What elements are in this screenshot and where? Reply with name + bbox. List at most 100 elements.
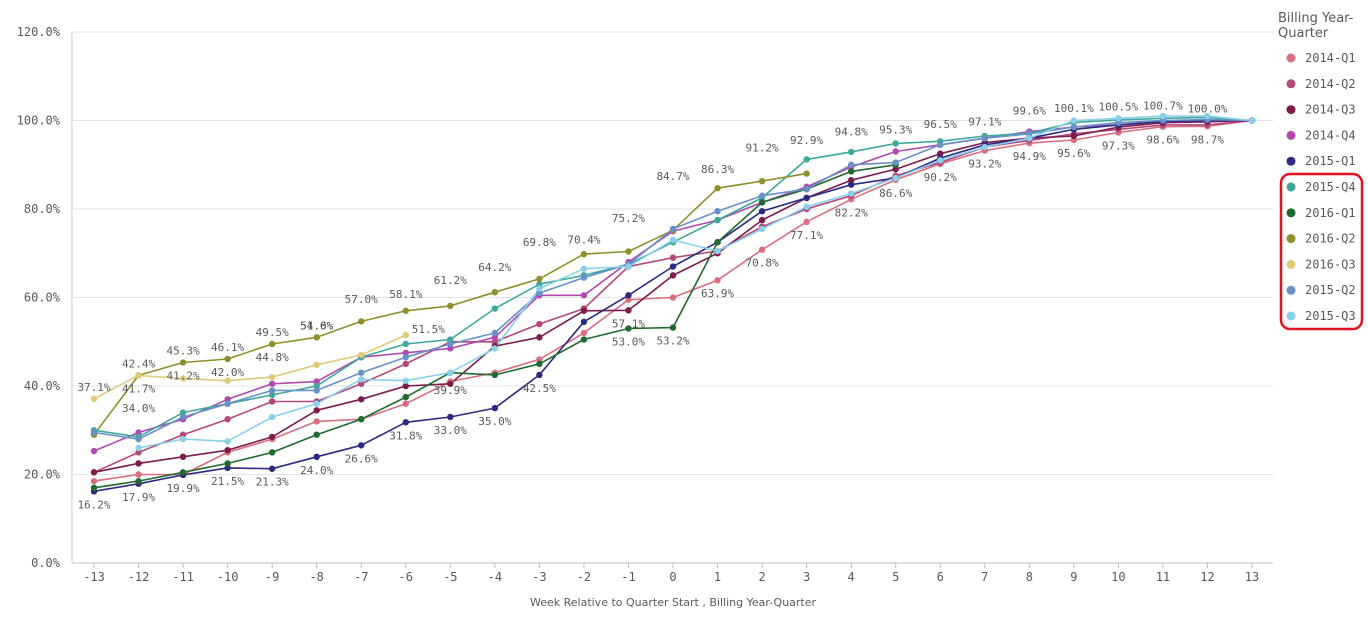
data-point-2014-Q2[interactable] xyxy=(179,431,187,438)
data-point-2014-Q2[interactable] xyxy=(402,360,409,368)
data-point-2016-Q2[interactable] xyxy=(402,307,409,314)
data-point-2014-Q4[interactable] xyxy=(313,378,320,385)
legend-item-2014-Q1[interactable]: 2014-Q1 xyxy=(1305,51,1356,65)
data-point-2015-Q2[interactable] xyxy=(135,435,142,443)
data-point-2015-Q2[interactable] xyxy=(90,429,98,436)
data-point-2015-Q2[interactable] xyxy=(580,274,588,281)
data-point-2014-Q3[interactable] xyxy=(268,433,276,441)
data-point-2016-Q1[interactable] xyxy=(358,415,365,423)
data-point-2015-Q2[interactable] xyxy=(1070,123,1078,131)
data-point-2014-Q3[interactable] xyxy=(447,380,454,387)
data-point-2014-Q1[interactable] xyxy=(714,277,721,284)
data-point-2015-Q1[interactable] xyxy=(268,465,276,472)
data-point-2015-Q4[interactable] xyxy=(447,336,454,343)
legend-item-2014-Q3[interactable]: 2014-Q3 xyxy=(1305,103,1356,117)
data-point-2014-Q1[interactable] xyxy=(536,356,543,363)
data-point-2015-Q1[interactable] xyxy=(847,181,855,188)
data-point-2016-Q3[interactable] xyxy=(268,373,276,381)
data-point-2014-Q2[interactable] xyxy=(669,254,677,261)
data-point-2015-Q1[interactable] xyxy=(625,292,632,299)
data-point-2014-Q3[interactable] xyxy=(358,396,365,403)
data-point-2016-Q2[interactable] xyxy=(358,318,365,325)
data-point-2015-Q3[interactable] xyxy=(536,285,543,292)
data-point-2015-Q3[interactable] xyxy=(981,143,988,151)
data-point-2016-Q1[interactable] xyxy=(536,360,543,368)
legend-item-2014-Q2[interactable]: 2014-Q2 xyxy=(1305,77,1356,91)
data-point-2015-Q1[interactable] xyxy=(669,263,677,270)
data-point-2015-Q3[interactable] xyxy=(892,174,899,182)
data-point-2015-Q3[interactable] xyxy=(1115,115,1122,122)
data-point-2015-Q4[interactable] xyxy=(847,148,855,156)
data-point-2016-Q2[interactable] xyxy=(447,302,454,310)
data-point-2016-Q3[interactable] xyxy=(313,361,320,368)
legend-item-2015-Q3[interactable]: 2015-Q3 xyxy=(1305,309,1356,323)
data-point-2016-Q1[interactable] xyxy=(135,477,142,485)
data-point-2014-Q2[interactable] xyxy=(358,380,365,387)
data-point-2016-Q3[interactable] xyxy=(402,331,409,339)
data-point-2015-Q4[interactable] xyxy=(803,156,810,163)
data-point-2014-Q2[interactable] xyxy=(268,398,276,405)
data-point-2015-Q4[interactable] xyxy=(179,409,187,416)
data-point-2015-Q4[interactable] xyxy=(892,140,899,147)
data-point-2016-Q1[interactable] xyxy=(224,460,231,467)
data-point-2014-Q3[interactable] xyxy=(90,469,98,476)
data-point-2014-Q3[interactable] xyxy=(625,307,632,314)
data-point-2014-Q4[interactable] xyxy=(402,349,409,357)
legend-item-2015-Q1[interactable]: 2015-Q1 xyxy=(1305,154,1356,168)
data-point-2016-Q2[interactable] xyxy=(224,355,231,363)
data-point-2016-Q1[interactable] xyxy=(847,168,855,175)
legend-item-2016-Q2[interactable]: 2016-Q2 xyxy=(1305,232,1356,246)
data-point-2014-Q1[interactable] xyxy=(402,400,409,407)
data-point-2014-Q4[interactable] xyxy=(224,396,231,403)
data-point-2016-Q2[interactable] xyxy=(313,334,320,341)
data-point-2015-Q3[interactable] xyxy=(803,203,810,210)
legend-item-2014-Q4[interactable]: 2014-Q4 xyxy=(1305,128,1356,142)
data-point-2015-Q1[interactable] xyxy=(447,413,454,421)
data-point-2015-Q4[interactable] xyxy=(402,340,409,348)
data-point-2015-Q2[interactable] xyxy=(402,354,409,361)
data-point-2016-Q1[interactable] xyxy=(714,238,721,246)
data-point-2016-Q1[interactable] xyxy=(491,371,499,379)
data-point-2015-Q2[interactable] xyxy=(224,400,231,407)
data-point-2015-Q2[interactable] xyxy=(1026,130,1033,137)
data-point-2014-Q3[interactable] xyxy=(135,460,142,467)
data-point-2015-Q2[interactable] xyxy=(1159,117,1167,124)
data-point-2015-Q3[interactable] xyxy=(937,157,944,164)
data-point-2015-Q1[interactable] xyxy=(580,318,588,326)
data-point-2016-Q3[interactable] xyxy=(179,375,187,382)
data-point-2015-Q1[interactable] xyxy=(491,404,499,412)
data-point-2015-Q1[interactable] xyxy=(803,194,810,202)
data-point-2016-Q1[interactable] xyxy=(625,325,632,332)
data-point-2016-Q3[interactable] xyxy=(135,372,142,379)
data-point-2014-Q3[interactable] xyxy=(536,334,543,341)
legend-item-2015-Q2[interactable]: 2015-Q2 xyxy=(1305,283,1356,297)
data-point-2016-Q2[interactable] xyxy=(491,288,499,296)
data-point-2014-Q2[interactable] xyxy=(536,320,543,328)
data-point-2014-Q3[interactable] xyxy=(580,307,588,314)
data-point-2016-Q2[interactable] xyxy=(803,170,810,177)
data-point-2014-Q3[interactable] xyxy=(892,165,899,173)
legend-item-2016-Q1[interactable]: 2016-Q1 xyxy=(1305,206,1356,220)
data-point-2015-Q2[interactable] xyxy=(179,413,187,421)
data-point-2014-Q1[interactable] xyxy=(669,294,677,301)
data-point-2015-Q2[interactable] xyxy=(447,340,454,348)
data-point-2015-Q3[interactable] xyxy=(358,376,365,383)
data-point-2015-Q1[interactable] xyxy=(358,442,365,449)
data-point-2014-Q1[interactable] xyxy=(803,218,810,226)
data-point-2014-Q3[interactable] xyxy=(1070,132,1078,140)
data-point-2015-Q2[interactable] xyxy=(937,141,944,149)
data-point-2014-Q3[interactable] xyxy=(179,453,187,460)
data-point-2015-Q3[interactable] xyxy=(625,263,632,270)
data-point-2015-Q3[interactable] xyxy=(1204,112,1211,120)
data-point-2014-Q4[interactable] xyxy=(135,429,142,436)
data-point-2016-Q2[interactable] xyxy=(625,248,632,255)
data-point-2014-Q2[interactable] xyxy=(224,415,231,423)
data-point-2015-Q3[interactable] xyxy=(758,225,766,233)
data-point-2015-Q2[interactable] xyxy=(892,159,899,166)
data-point-2015-Q2[interactable] xyxy=(758,192,766,199)
data-point-2014-Q3[interactable] xyxy=(847,177,855,184)
data-point-2015-Q1[interactable] xyxy=(402,419,409,426)
data-point-2014-Q1[interactable] xyxy=(625,296,632,303)
data-point-2014-Q4[interactable] xyxy=(447,345,454,352)
data-point-2015-Q2[interactable] xyxy=(803,185,810,193)
